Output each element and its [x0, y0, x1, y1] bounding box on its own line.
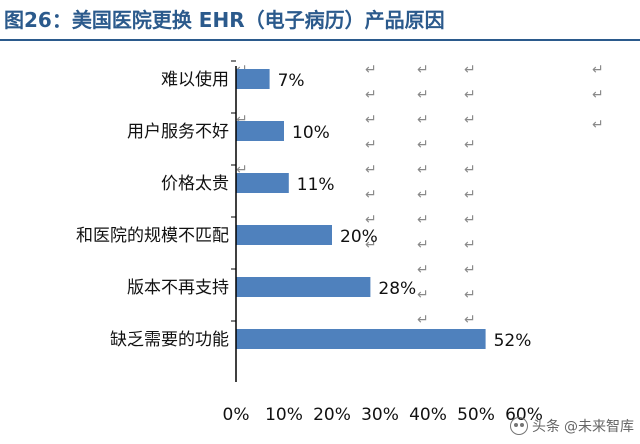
wechat-icon: [510, 417, 528, 435]
paragraph-mark: ↵: [417, 62, 429, 78]
bar: [236, 329, 486, 349]
paragraph-mark: ↵: [464, 187, 476, 203]
paragraph-mark: ↵: [464, 62, 476, 78]
x-tick-label: 0%: [223, 405, 250, 425]
bar-chart: ↵↵↵↵↵↵↵↵↵↵↵↵↵↵↵↵↵↵↵↵↵↵↵↵↵↵↵↵↵↵↵↵↵↵↵↵难以使用…: [76, 60, 604, 425]
category-label: 缺乏需要的功能: [110, 330, 229, 350]
watermark-name: @未来智库: [564, 419, 634, 435]
paragraph-mark: ↵: [464, 137, 476, 153]
paragraph-mark: ↵: [464, 262, 476, 278]
paragraph-mark: ↵: [365, 212, 377, 228]
bar: [236, 173, 289, 193]
paragraph-mark: ↵: [417, 287, 429, 303]
bar: [236, 277, 371, 297]
category-label: 价格太贵: [161, 174, 229, 194]
paragraph-mark: ↵: [365, 137, 377, 153]
paragraph-mark: ↵: [365, 62, 377, 78]
data-label: 7%: [278, 71, 305, 91]
paragraph-mark: ↵: [417, 237, 429, 253]
paragraph-mark: ↵: [236, 162, 248, 178]
watermark: 头条 @未来智库: [510, 416, 634, 436]
paragraph-mark: ↵: [592, 117, 604, 133]
paragraph-mark: ↵: [592, 87, 604, 103]
paragraph-mark: ↵: [417, 187, 429, 203]
paragraph-mark: ↵: [464, 162, 476, 178]
paragraph-mark: ↵: [417, 312, 429, 328]
paragraph-mark: ↵: [417, 262, 429, 278]
category-label: 和医院的规模不匹配: [76, 226, 229, 246]
x-tick-label: 50%: [457, 405, 495, 425]
paragraph-mark: ↵: [365, 87, 377, 103]
paragraph-mark: ↵: [464, 287, 476, 303]
x-tick-label: 40%: [409, 405, 447, 425]
paragraph-mark: ↵: [417, 137, 429, 153]
paragraph-mark: ↵: [236, 112, 248, 128]
x-tick-label: 20%: [313, 405, 351, 425]
bar: [236, 225, 332, 245]
paragraph-mark: ↵: [464, 87, 476, 103]
paragraph-mark: ↵: [365, 162, 377, 178]
watermark-source: 头条: [532, 419, 560, 435]
category-label: 版本不再支持: [127, 278, 229, 298]
paragraph-mark: ↵: [464, 237, 476, 253]
paragraph-mark: ↵: [417, 162, 429, 178]
paragraph-mark: ↵: [417, 112, 429, 128]
paragraph-mark: ↵: [464, 112, 476, 128]
data-label: 20%: [340, 227, 378, 247]
data-label: 10%: [292, 123, 330, 143]
paragraph-mark: ↵: [365, 112, 377, 128]
paragraph-mark: ↵: [417, 212, 429, 228]
paragraph-mark: ↵: [417, 87, 429, 103]
category-label: 难以使用: [161, 69, 229, 90]
category-label: 用户服务不好: [127, 122, 229, 142]
chart-title: 图26：美国医院更换 EHR（电子病历）产品原因: [4, 8, 445, 32]
x-tick-label: 30%: [361, 405, 399, 425]
bar: [236, 121, 284, 141]
paragraph-mark: ↵: [365, 237, 377, 253]
bar: [236, 69, 270, 89]
title-divider: [0, 39, 640, 41]
data-label: 11%: [297, 175, 335, 195]
paragraph-mark: ↵: [592, 62, 604, 78]
data-label: 28%: [378, 279, 416, 299]
paragraph-mark: ↵: [464, 212, 476, 228]
data-label: 52%: [494, 331, 532, 351]
x-tick-label: 10%: [265, 405, 303, 425]
paragraph-mark: ↵: [365, 187, 377, 203]
paragraph-mark: ↵: [464, 312, 476, 328]
